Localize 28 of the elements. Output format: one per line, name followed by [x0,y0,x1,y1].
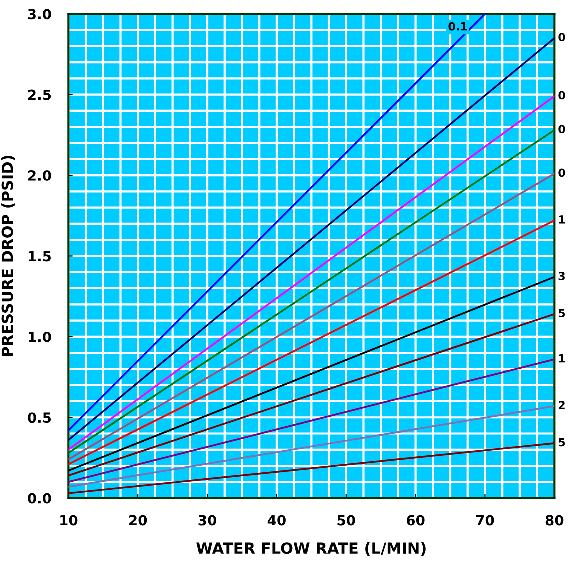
series-label: 0 [558,33,566,42]
series-label: 5 [558,438,566,447]
series-label: 0 [558,168,566,178]
x-tick-label: 40 [268,515,286,526]
x-tick-label: 80 [546,515,564,526]
x-tick-label: 70 [476,515,494,526]
y-tick-label: 0.0 [28,493,52,504]
series-label: 0 [558,91,566,100]
series-label: 1 [559,354,566,363]
series-label: 1 [559,216,566,224]
y-tick-label: 1.5 [28,251,52,262]
series-label: 2 [558,401,565,410]
series-label: 5 [558,309,566,318]
y-tick-label: 2.5 [28,90,52,100]
series-label: 0 [558,125,566,134]
y-tick-label: 3.0 [28,9,52,20]
series-label: 0.1 [448,22,468,31]
y-axis-title: PRESSURE DROP (PSID) [2,156,16,356]
series-label: 3 [558,272,565,280]
x-tick-label: 30 [198,515,217,526]
y-tick-label: 1.0 [28,332,52,342]
x-axis-title: WATER FLOW RATE (L/MIN) [196,542,426,556]
y-tick-label: 2.0 [28,170,52,181]
x-tick-label: 10 [60,515,78,526]
y-tick-label: 0.5 [28,412,52,424]
x-tick-label: 50 [338,515,356,526]
x-tick-label: 60 [406,515,425,526]
x-tick-label: 20 [130,515,148,526]
